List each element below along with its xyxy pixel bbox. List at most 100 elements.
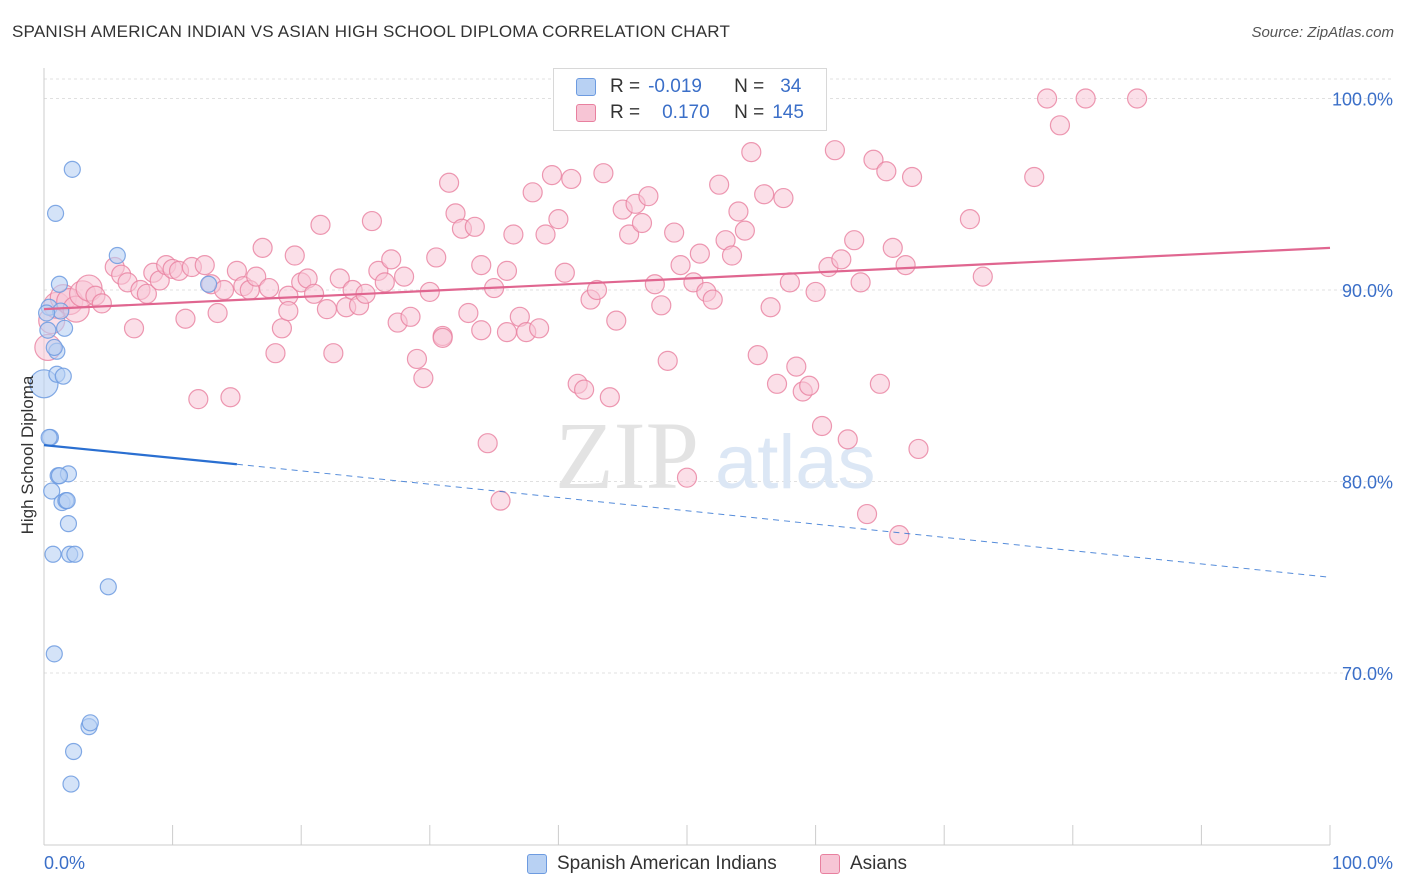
spanish-american-indians-point xyxy=(39,321,57,339)
asians-point xyxy=(586,279,608,301)
y-axis-label: High School Diploma xyxy=(18,375,37,534)
asians-point xyxy=(805,281,826,303)
legend-swatch-blue xyxy=(576,78,596,96)
asians-point xyxy=(882,237,903,258)
asians-point xyxy=(458,302,479,324)
legend-r-value: 0.170 xyxy=(662,102,710,123)
grid-layer xyxy=(44,78,1392,674)
asians-point xyxy=(760,297,781,318)
x-tick-label: 100.0% xyxy=(1332,853,1393,873)
series-legend: Spanish American Indians Asians xyxy=(0,851,1406,879)
asians-point xyxy=(316,299,338,320)
spanish-american-indians-points xyxy=(29,160,218,793)
legend-n-value: 34 xyxy=(780,76,802,97)
asians-point xyxy=(638,186,659,207)
asians-point xyxy=(721,245,743,266)
asians-point xyxy=(213,279,235,301)
asians-point xyxy=(889,525,910,546)
x-tick-label: 0.0% xyxy=(44,853,85,873)
trend-layer xyxy=(43,246,1331,578)
asians-point xyxy=(850,272,871,293)
asians-point xyxy=(477,433,498,454)
asians-point xyxy=(271,318,293,339)
spanish-american-indians-trend-extension xyxy=(236,463,1331,578)
asians-point xyxy=(869,373,891,394)
spanish-american-indians-point xyxy=(81,714,99,732)
asians-point xyxy=(91,293,112,314)
legend-row-asians: R = 0.170 N = 145 xyxy=(576,101,804,125)
asians-point xyxy=(631,212,653,234)
stats-legend: R = -0.019 N = 34 R = 0.170 N = 145 xyxy=(553,68,827,131)
y-tick-label: 70.0% xyxy=(1342,664,1393,684)
asians-point xyxy=(496,322,518,343)
asians-point xyxy=(220,387,241,408)
spanish-american-indians-point xyxy=(58,492,76,510)
asians-point xyxy=(619,224,640,245)
spanish-american-indians-point xyxy=(62,775,80,793)
asians-point xyxy=(284,245,305,266)
asians-point xyxy=(529,318,550,339)
spanish-american-indians-point xyxy=(40,428,58,447)
axes-layer xyxy=(43,68,1331,846)
asians-point xyxy=(799,375,820,396)
asians-point xyxy=(908,438,929,460)
asians-point xyxy=(779,272,800,293)
spanish-american-indians-point xyxy=(44,545,62,563)
spanish-american-indians-point xyxy=(43,482,61,500)
series-legend-asians: Asians xyxy=(820,853,907,875)
spanish-american-indians-point xyxy=(52,302,70,320)
asians-point xyxy=(1126,88,1148,109)
asians-points xyxy=(34,88,1148,546)
asians-point xyxy=(400,306,421,327)
asians-point xyxy=(278,300,299,322)
asians-point xyxy=(863,149,884,170)
legend-r-label: R = xyxy=(610,102,641,123)
asians-point xyxy=(265,343,286,364)
asians-point xyxy=(844,230,865,251)
asians-point xyxy=(535,224,556,245)
asians-point xyxy=(464,216,485,237)
asians-point xyxy=(728,201,749,222)
asians-point xyxy=(258,277,280,299)
asians-point xyxy=(895,255,916,276)
asians-point xyxy=(471,255,492,276)
asians-point xyxy=(786,356,807,377)
spanish-american-indians-point xyxy=(50,467,69,485)
asians-point xyxy=(381,249,402,270)
spanish-american-indians-point xyxy=(59,515,78,533)
y-tick-label: 90.0% xyxy=(1342,281,1393,301)
asians-point xyxy=(856,503,878,525)
asians-point xyxy=(374,272,395,293)
series-legend-label: Asians xyxy=(850,853,908,874)
asians-point xyxy=(522,182,543,203)
legend-n-label: N = xyxy=(734,102,765,123)
asians-point xyxy=(303,283,325,304)
asians-point xyxy=(426,247,447,268)
asians-point xyxy=(1024,166,1045,188)
series-legend-label: Spanish American Indians xyxy=(557,853,777,874)
spanish-american-indians-point xyxy=(45,645,63,663)
asians-point xyxy=(329,268,350,289)
asians-point xyxy=(824,140,845,161)
asians-point xyxy=(689,243,710,264)
spanish-american-indians-point xyxy=(55,319,74,337)
asians-point xyxy=(1049,115,1071,136)
asians-point xyxy=(471,320,492,341)
asians-point xyxy=(438,172,460,193)
asians-point xyxy=(664,222,685,243)
asians-trend-line xyxy=(43,246,1331,311)
asians-point xyxy=(876,161,897,182)
spanish-american-indians-point xyxy=(99,578,117,596)
asians-point xyxy=(1075,88,1096,109)
spanish-american-indians-point xyxy=(46,204,65,222)
spanish-american-indians-point xyxy=(108,246,126,265)
asians-point xyxy=(811,415,833,437)
asians-point xyxy=(393,266,415,287)
spanish-american-indians-trend-line xyxy=(43,444,238,466)
spanish-american-indians-point xyxy=(64,742,83,761)
asians-point xyxy=(541,165,563,186)
asians-point xyxy=(194,255,215,276)
legend-n-value: 145 xyxy=(772,102,804,123)
asians-point xyxy=(741,142,762,163)
